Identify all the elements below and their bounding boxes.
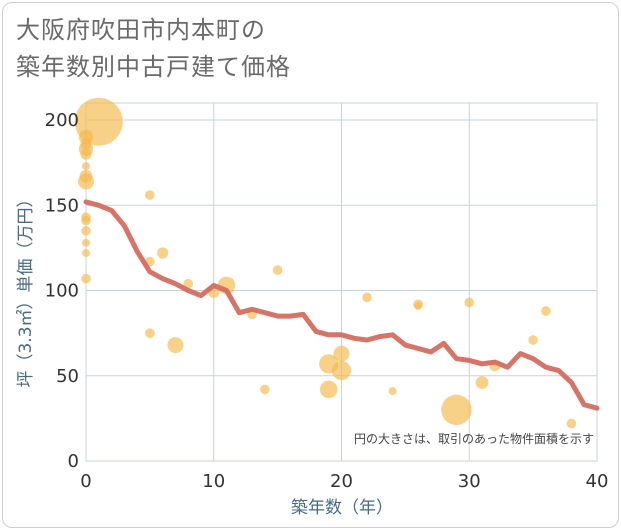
y-tick-label: 150 (45, 195, 79, 216)
bubble-point (157, 247, 169, 259)
y-tick-label: 200 (45, 110, 79, 131)
bubble-point (272, 265, 283, 275)
x-tick-label: 20 (330, 471, 353, 492)
x-tick-label: 10 (202, 471, 225, 492)
bubble-point (183, 278, 193, 289)
bubble-point (388, 387, 397, 396)
bubble-point (82, 162, 90, 171)
bubble-point (464, 297, 475, 308)
x-tick-label: 40 (586, 471, 609, 492)
bubble-point (145, 190, 155, 200)
y-axis-ticks: 0 50 100 150 200 (45, 110, 79, 472)
bubble-point (362, 292, 372, 303)
bubble-point (319, 380, 338, 399)
bubble-point (441, 394, 472, 426)
bubble-point (566, 418, 577, 429)
bubble-point (82, 238, 90, 247)
bubble-point (333, 345, 350, 362)
bubble-point (81, 226, 91, 236)
bubble-point (167, 337, 184, 354)
bubble-point (79, 169, 93, 183)
chart-title-line-1: 大阪府吹田市内本町の (16, 16, 266, 44)
bubble-series (74, 97, 577, 429)
chart-title: 大阪府吹田市内本町の 築年数別中古戸建て価格 (16, 12, 291, 86)
y-tick-label: 100 (45, 281, 79, 302)
bubble-point (145, 328, 155, 338)
bubble-point (81, 215, 91, 226)
bubble-size-note: 円の大きさは、取引のあった物件面積を示す (354, 431, 594, 446)
trend-line (83, 199, 600, 411)
trend-line-series (83, 199, 600, 411)
bubble-point (414, 301, 423, 310)
y-tick-label: 50 (56, 366, 79, 387)
bubble-point (528, 335, 538, 345)
bubble-point (541, 306, 551, 316)
bubble-point (81, 273, 91, 284)
x-axis-label: 築年数（年） (291, 498, 393, 518)
x-tick-label: 0 (80, 471, 91, 492)
chart-title-line-2: 築年数別中古戸建て価格 (16, 53, 291, 81)
x-tick-label: 30 (458, 471, 481, 492)
y-axis-label: 坪（3.3㎡）単価（万円） (16, 190, 36, 387)
bubble-point (80, 148, 92, 160)
grid-lines (85, 103, 598, 462)
bubble-point (80, 138, 92, 150)
bubble-point (475, 376, 489, 389)
bubble-point (260, 384, 270, 395)
bubble-point (82, 249, 90, 258)
bubble-point (331, 361, 352, 381)
x-axis-ticks: 0 10 20 30 40 (80, 471, 608, 492)
y-tick-label: 0 (68, 451, 79, 472)
